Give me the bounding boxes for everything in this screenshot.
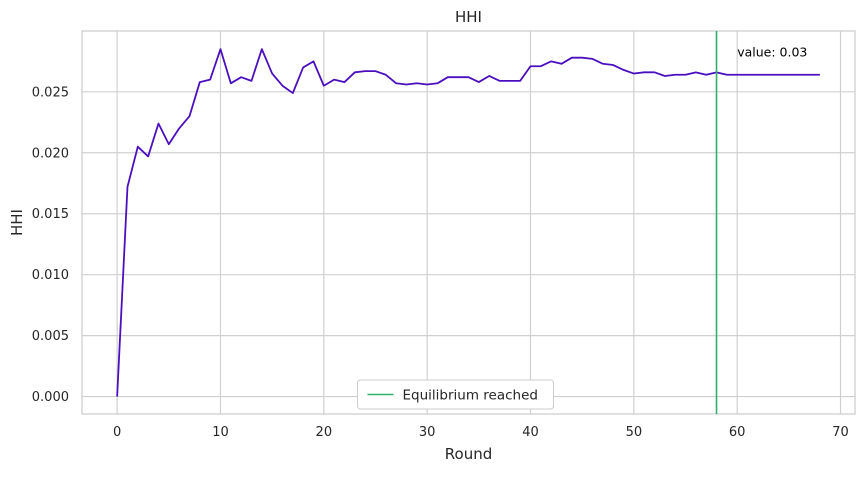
- series-point: [684, 73, 687, 76]
- series-point: [467, 76, 470, 79]
- series-point: [260, 48, 263, 51]
- series-point: [136, 145, 139, 148]
- legend-box: [357, 379, 554, 410]
- series-point: [643, 71, 646, 74]
- series-point: [663, 75, 666, 78]
- series-point: [198, 81, 201, 84]
- series-layer: [116, 31, 821, 414]
- y-tick-label: 0.005: [32, 329, 69, 344]
- series-point: [167, 143, 170, 146]
- y-tick-label: 0.015: [32, 207, 69, 222]
- series-point: [436, 82, 439, 85]
- x-tick-label: 40: [522, 425, 539, 440]
- y-tick-label: 0.020: [32, 146, 69, 161]
- series-point: [705, 73, 708, 76]
- x-tick-label: 10: [212, 425, 229, 440]
- series-point: [674, 73, 677, 76]
- series-point: [756, 73, 759, 76]
- series-point: [601, 62, 604, 65]
- series-point: [157, 122, 160, 125]
- series-point: [798, 73, 801, 76]
- series-point: [147, 155, 150, 158]
- grid-layer: [82, 31, 855, 414]
- series-point: [281, 84, 284, 87]
- series-point: [581, 56, 584, 59]
- series-point: [808, 73, 811, 76]
- series-point: [209, 78, 212, 81]
- x-tick-label: 20: [316, 425, 333, 440]
- series-point: [632, 72, 635, 75]
- series-point: [333, 78, 336, 81]
- series-point: [322, 84, 325, 87]
- series-point: [725, 73, 728, 76]
- series-point: [126, 186, 129, 189]
- legend: Equilibrium reached: [357, 379, 554, 410]
- series-point: [508, 79, 511, 82]
- series-point: [694, 71, 697, 74]
- series-point: [188, 115, 191, 118]
- series-point: [612, 64, 615, 67]
- series-point: [291, 92, 294, 95]
- series-point: [405, 83, 408, 86]
- x-tick-label: 60: [729, 425, 746, 440]
- y-tick-label: 0.000: [32, 390, 69, 405]
- value-annotation: value: 0.03: [737, 45, 807, 60]
- x-tick-label: 50: [626, 425, 643, 440]
- x-tick-label: 70: [832, 425, 849, 440]
- series-point: [777, 73, 780, 76]
- series-point: [787, 73, 790, 76]
- series-point: [560, 62, 563, 65]
- series-point: [488, 75, 491, 78]
- series-point: [219, 48, 222, 51]
- series-point: [767, 73, 770, 76]
- series-point: [622, 68, 625, 71]
- series-point: [395, 82, 398, 85]
- series-point: [818, 73, 821, 76]
- series-point: [353, 71, 356, 74]
- series-point: [746, 73, 749, 76]
- series-point: [446, 76, 449, 79]
- series-line-0: [116, 48, 820, 397]
- series-point: [116, 395, 119, 398]
- series-point: [250, 79, 253, 82]
- plot-frame: [81, 30, 856, 415]
- tick-layer: 0 10 20 30 40 50 60 70 0.000 0.005 0.010 0.015 0.020…: [32, 85, 849, 440]
- y-tick-label: 0.025: [32, 85, 69, 100]
- series-point: [457, 76, 460, 79]
- series-point: [374, 70, 377, 73]
- series-point: [539, 65, 542, 68]
- series-point: [550, 60, 553, 63]
- series-point: [415, 82, 418, 85]
- y-axis-label: HHI: [8, 209, 26, 236]
- chart-title: HHI: [455, 8, 482, 26]
- series-point: [570, 56, 573, 59]
- series-point: [343, 81, 346, 84]
- series-point: [384, 73, 387, 76]
- series-point: [271, 72, 274, 75]
- series-point: [591, 58, 594, 61]
- series-point: [178, 127, 181, 130]
- x-axis-label: Round: [445, 445, 492, 463]
- legend-label-equilibrium: Equilibrium reached: [403, 388, 538, 404]
- series-point: [302, 66, 305, 69]
- series-point: [364, 70, 367, 73]
- series-point: [736, 73, 739, 76]
- series-point: [240, 76, 243, 79]
- x-tick-label: 0: [113, 425, 121, 440]
- series-point: [498, 79, 501, 82]
- series-point: [477, 81, 480, 84]
- y-tick-label: 0.010: [32, 268, 69, 283]
- series-point: [519, 79, 522, 82]
- x-tick-label: 30: [419, 425, 436, 440]
- series-point: [229, 82, 232, 85]
- series-point: [312, 60, 315, 63]
- series-point: [426, 83, 429, 86]
- series-point: [529, 65, 532, 68]
- series-point: [653, 71, 656, 74]
